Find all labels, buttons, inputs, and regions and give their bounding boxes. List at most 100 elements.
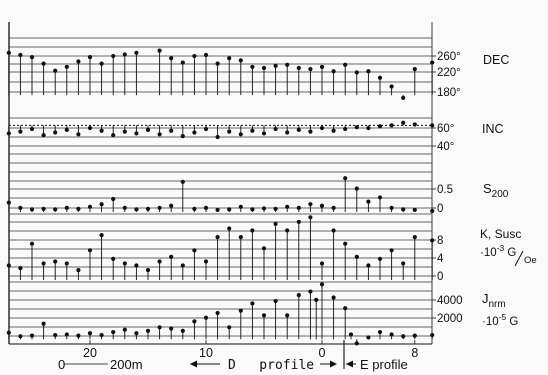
- inc-point: [53, 130, 58, 135]
- s200-point: [180, 179, 185, 184]
- dec-point: [122, 52, 127, 57]
- jnrm-point: [331, 295, 336, 300]
- dec-tick-label: 220°: [437, 67, 461, 79]
- ksusc-unit-prefix: ·10: [480, 247, 497, 259]
- dec-point: [157, 48, 162, 53]
- s200-tick-label: 0.5: [437, 184, 453, 196]
- ksusc-unit-g: G: [504, 247, 516, 259]
- s200-point: [76, 206, 81, 211]
- jnrm-point: [53, 332, 58, 338]
- inc-point: [261, 131, 267, 136]
- scale-length-label: 200m: [110, 357, 143, 372]
- s200-point: [238, 204, 243, 209]
- dec-point: [134, 50, 139, 55]
- dec-point: [18, 52, 23, 58]
- inc-point: [308, 129, 313, 134]
- ksusc-point: [157, 259, 162, 264]
- inc-point: [6, 131, 11, 136]
- dec-point: [41, 61, 46, 66]
- s200-point: [412, 207, 417, 213]
- dec-point: [296, 65, 301, 71]
- jnrm-point: [261, 313, 267, 318]
- s200-point: [285, 204, 290, 209]
- s200-label: S200: [483, 181, 509, 200]
- jnrm-point: [285, 313, 290, 318]
- d-profile-label: D profile: [228, 358, 314, 373]
- jnrm-label-sub: nrm: [489, 299, 506, 310]
- jnrm-point: [111, 329, 116, 335]
- arrowhead-left-icon: [346, 360, 353, 368]
- jnrm-point: [343, 306, 348, 311]
- jnrm-point: [18, 334, 23, 339]
- dec-point: [331, 69, 336, 74]
- ksusc-point: [41, 261, 46, 266]
- ksusc-point: [64, 261, 69, 266]
- dec-point: [192, 53, 197, 59]
- dec-point: [366, 69, 371, 74]
- inc-point: [250, 128, 255, 133]
- s200-point: [401, 207, 406, 212]
- jnrm-label: Jnrm: [482, 291, 506, 310]
- dec-label: DEC: [483, 53, 509, 67]
- jnrm-point: [64, 332, 69, 337]
- inc-point: [180, 133, 185, 139]
- s200-point: [192, 206, 197, 211]
- ksusc-tick-label: 8: [437, 235, 443, 247]
- dec-point: [227, 56, 232, 61]
- ksusc-point: [53, 259, 58, 264]
- jnrm-point: [308, 289, 313, 294]
- jnrm-point: [238, 308, 243, 313]
- ksusc-point: [261, 246, 267, 251]
- ksusc-point: [134, 263, 139, 268]
- ksusc-point: [29, 241, 35, 246]
- dec-point: [99, 61, 104, 66]
- s200-point: [389, 205, 394, 210]
- s200-point: [430, 208, 435, 214]
- s200-point: [111, 196, 116, 202]
- panel-dec: 260° 220° 180°: [6, 37, 461, 100]
- ksusc-point: [308, 215, 313, 220]
- ksusc-tick-label: 0: [437, 271, 443, 283]
- inc-point: [296, 127, 301, 132]
- ksusc-point: [377, 256, 383, 261]
- inc-point: [192, 130, 197, 135]
- inc-point: [215, 134, 220, 140]
- inc-point: [203, 126, 209, 132]
- panel-labels: DEC INC S200 K, Susc ·10-3 G Oe Jnrm ·10…: [480, 53, 537, 328]
- s200-point: [145, 206, 151, 211]
- jnrm-point: [99, 332, 104, 338]
- inc-point: [331, 128, 336, 133]
- jnrm-point: [215, 310, 220, 316]
- dec-point: [203, 52, 209, 58]
- ksusc-point: [412, 235, 417, 240]
- inc-point: [412, 122, 417, 127]
- jnrm-point: [41, 321, 46, 326]
- ksusc-point: [6, 263, 11, 268]
- jnrm-unit-g: G: [506, 316, 518, 328]
- dec-point: [6, 50, 11, 55]
- jnrm-point: [319, 282, 325, 287]
- s200-point: [18, 205, 23, 210]
- panel-jnrm: 4000 2000: [6, 281, 463, 346]
- s200-point: [64, 205, 69, 210]
- dec-point: [180, 60, 185, 65]
- jnrm-point: [314, 297, 319, 302]
- s200-point: [261, 206, 267, 211]
- dec-point: [401, 95, 406, 100]
- ksusc-unit-oe: Oe: [524, 255, 537, 266]
- inc-point: [64, 127, 69, 132]
- ksusc-point: [87, 248, 93, 253]
- ksusc-point: [389, 248, 394, 253]
- inc-point: [76, 132, 81, 137]
- dec-point: [111, 53, 116, 59]
- inc-point: [41, 133, 46, 138]
- jnrm-label-main: J: [482, 291, 489, 306]
- dec-point: [319, 64, 325, 70]
- s200-point: [203, 205, 209, 210]
- s200-point: [366, 199, 371, 204]
- dec-point: [389, 84, 394, 89]
- jnrm-point: [192, 319, 197, 324]
- s200-point: [29, 207, 35, 212]
